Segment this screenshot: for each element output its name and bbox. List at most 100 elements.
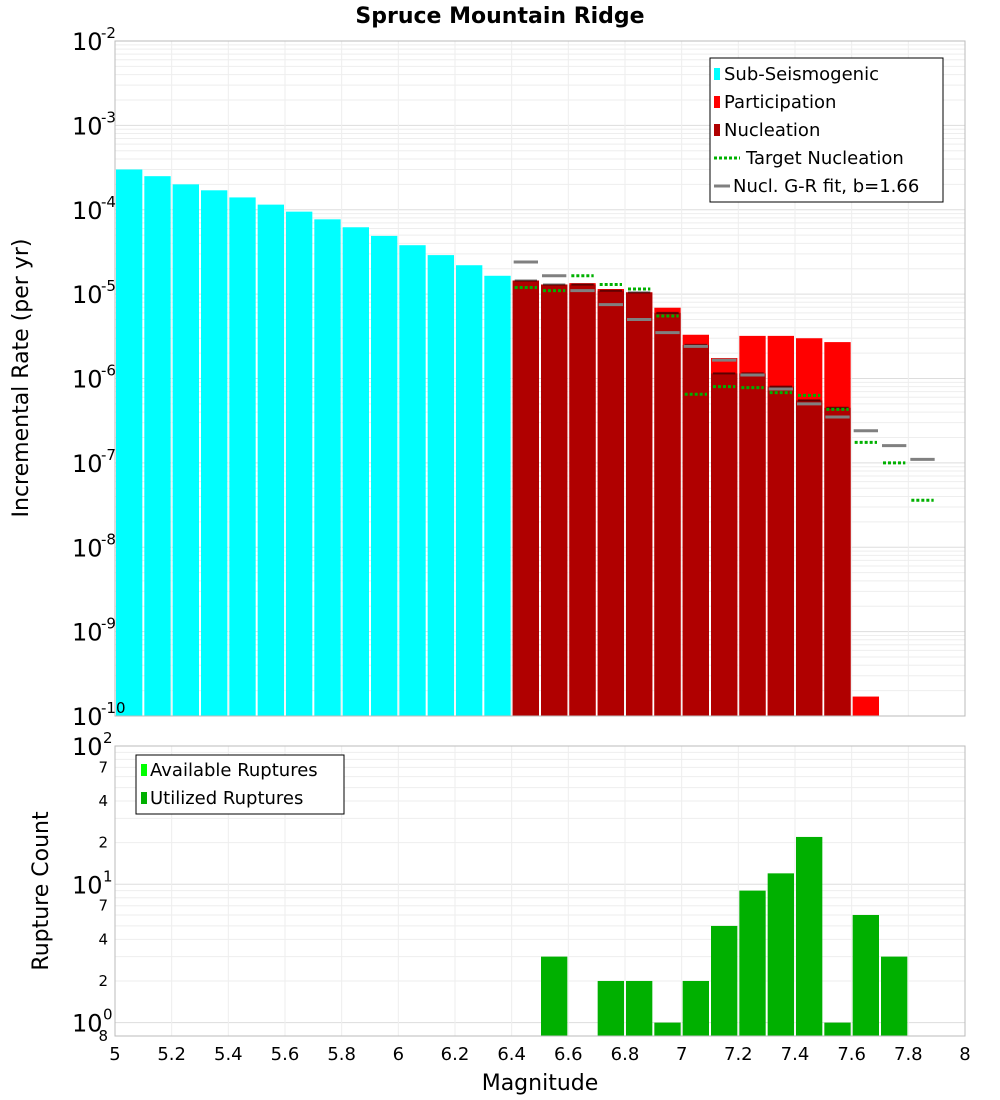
y-tick-base: 10 [72,366,103,394]
sub-seismogenic-bar [342,227,369,716]
sub-seismogenic-bar [371,235,398,716]
chart-title: Spruce Mountain Ridge [355,4,644,29]
top-y-tick-labels: 10-210-310-410-510-610-710-810-910-10 [72,24,126,731]
sub-seismogenic-bar [427,255,454,716]
y-tick-base: 10 [72,1010,103,1038]
y-tick-label: 10-5 [72,277,116,309]
legend-item: Utilized Ruptures [141,788,303,809]
participation-bar [852,696,879,716]
sub-seismogenic-bar [257,204,284,717]
y-tick-label: 10 2 [72,729,113,761]
x-tick-label: 7 [676,1044,687,1065]
utilized-ruptures-bar [796,836,823,1036]
bottom-bars [541,836,908,1036]
y-tick-label: 10-7 [72,446,116,478]
nucleation-bar [512,280,539,716]
nucleation-bar [682,344,709,716]
y-tick-exponent: -9 [101,615,116,633]
x-tick-label: 7.8 [894,1044,923,1065]
nucleation-bar [739,373,766,716]
x-tick-label: 5 [109,1044,120,1065]
x-axis-label: Magnitude [482,1071,599,1096]
top-line-marks [513,260,935,502]
x-tick-label: 6.4 [497,1044,526,1065]
utilized-ruptures-bar [824,1022,851,1036]
y-tick-label: 10 0 [72,1006,113,1038]
y-tick-label: 10-3 [72,108,116,140]
utilized-ruptures-bar [711,925,738,1036]
y-minor-tick-label: 4 [98,930,108,948]
x-tick-label: 6.8 [611,1044,640,1065]
nucleation-bar [711,373,738,716]
y-tick-label: 10 1 [72,867,113,899]
x-tick-label: 5.2 [157,1044,186,1065]
utilized-ruptures-bar [739,890,766,1036]
nucleation-bar [767,386,794,716]
legend-label: Target Nucleation [745,148,904,169]
utilized-ruptures-bar [541,956,568,1036]
top-legend: Sub-Seismogenic Participation Nucleation Ta… [709,57,944,203]
y-tick-base: 10 [72,871,103,899]
nucleation-bar [569,284,596,716]
sub-seismogenic-bar [172,184,199,717]
x-tick-label: 6 [393,1044,404,1065]
sub-seismogenic-bar [399,245,426,717]
bottom-gridlines [114,746,966,1036]
legend-item: Available Ruptures [141,760,318,781]
utilized-ruptures-bar [682,980,709,1036]
legend-item: Participation [714,92,836,113]
top-plot-frame [114,40,966,717]
y-tick-label: 10-6 [72,362,116,394]
legend-label: Nucleation [724,120,820,141]
utilized-ruptures-bar [767,873,794,1036]
sub-seismogenic-bar [201,190,228,716]
y-tick-label: 10-8 [72,530,116,562]
y-tick-label: 10-9 [72,615,116,647]
y-minor-tick-label: 2 [98,834,108,852]
utilized-ruptures-bar [597,980,624,1036]
bottom-y-axis-label: Rupture Count [29,811,54,971]
nucleation-bar [796,400,823,716]
x-tick-label: 8 [959,1044,970,1065]
x-tick-label: 5.6 [271,1044,300,1065]
top-gridlines [114,41,966,717]
y-minor-tick-label: 4 [98,792,108,810]
nucleation-bar [824,407,851,716]
sub-seismogenic-bar [116,169,143,716]
y-tick-exponent: -3 [101,108,116,126]
utilized-ruptures-bar [654,1022,681,1036]
nucleation-bar [541,284,568,716]
y-minor-tick-label: 7 [98,897,108,915]
legend-swatch [141,764,147,776]
legend-swatch [714,124,720,136]
sub-seismogenic-bar [456,265,483,716]
y-tick-exponent: -7 [101,446,116,464]
y-minor-tick-label: 2 [98,972,108,990]
x-tick-label: 6.2 [441,1044,470,1065]
utilized-ruptures-bar [852,914,879,1036]
y-tick-label: 10-10 [72,699,126,731]
y-tick-base: 10 [72,703,103,731]
bottom-legend: Available Ruptures Utilized Ruptures [135,754,345,815]
legend-label: Sub-Seismogenic [724,64,879,85]
y-tick-base: 10 [72,197,103,225]
legend-label: Available Ruptures [150,760,318,781]
bottom-x-tick-labels: 5 5.2 5.4 5.6 5.8 6 6.2 6.4 6.6 6.8 7 7.2 7.4 7.6 7.8 8 [109,1044,970,1065]
bottom-plot-frame [114,745,966,1037]
x-tick-label: 7.2 [724,1044,753,1065]
y-tick-base: 10 [72,281,103,309]
legend-box [135,754,345,815]
legend-swatch [714,96,720,108]
y-tick-base: 10 [72,619,103,647]
y-tick-exponent: -4 [101,193,116,211]
y-tick-base: 10 [72,450,103,478]
top-y-axis-label: Incremental Rate (per yr) [9,239,34,518]
y-tick-base: 10 [72,534,103,562]
y-tick-exponent: -5 [101,277,116,295]
legend-label: Utilized Ruptures [150,788,303,809]
utilized-ruptures-bar [881,956,908,1036]
nucleation-bar [626,292,653,716]
nucleation-bar [597,290,624,716]
sub-seismogenic-bar [314,219,341,717]
